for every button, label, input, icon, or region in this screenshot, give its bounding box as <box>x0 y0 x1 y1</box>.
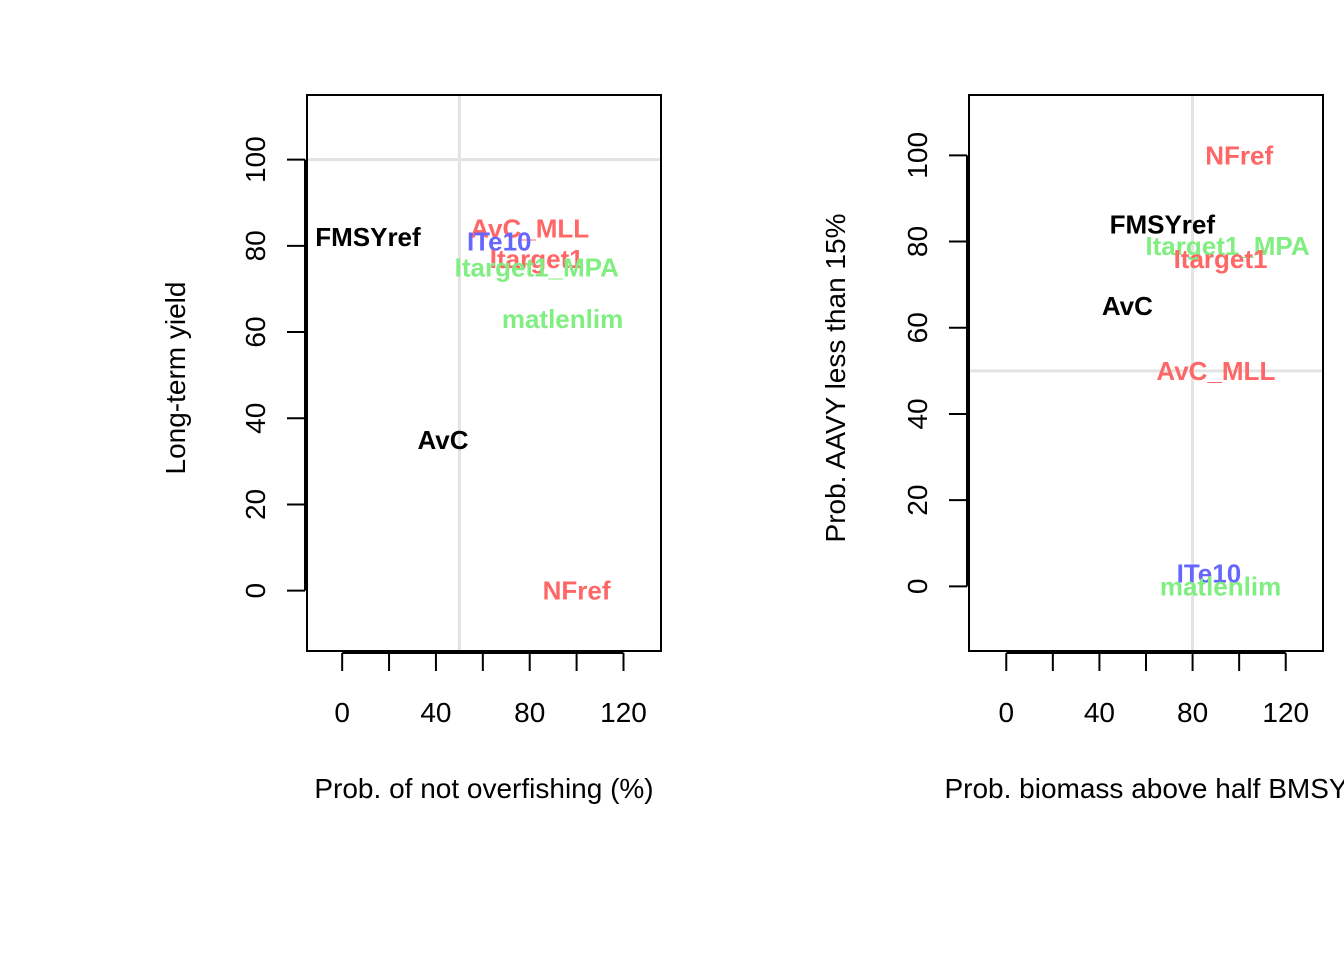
y-tick-label: 80 <box>902 226 933 257</box>
y-tick-label: 60 <box>240 316 271 347</box>
plot-frame <box>306 94 662 652</box>
x-tick-label: 120 <box>1262 697 1309 728</box>
point-label-itarget1: Itarget1 <box>490 244 584 274</box>
point-label-avc: AvC <box>1102 291 1153 321</box>
point-label-ite10: ITe10 <box>1177 558 1242 588</box>
point-label-avc-mll: AvC_MLL <box>470 214 589 244</box>
point-label-itarget1: Itarget1 <box>1174 244 1268 274</box>
x-tick-label: 80 <box>514 697 545 728</box>
panel-yield-vs-overfishing: 0 40 80 120 0 20 40 60 80 100 Prob. of not overfis… <box>160 94 662 804</box>
y-tick-label: 20 <box>240 489 271 520</box>
x-tick-label: 0 <box>334 697 350 728</box>
y-tick-label: 0 <box>240 583 271 599</box>
y-axis-title: Prob. AAVY less than 15% <box>820 214 851 543</box>
point-label-fmsyref: FMSYref <box>315 222 421 252</box>
x-axis-title: Prob. of not overfishing (%) <box>314 773 653 804</box>
y-tick-label: 80 <box>240 230 271 261</box>
point-label-matlenlim: matlenlim <box>502 304 623 334</box>
y-tick-label: 20 <box>902 485 933 516</box>
point-label-nfref: NFref <box>543 576 611 606</box>
x-tick-label: 40 <box>420 697 451 728</box>
y-tick-label: 40 <box>240 403 271 434</box>
plot-frame <box>968 94 1324 652</box>
x-tick-label: 0 <box>998 697 1014 728</box>
point-label-itarget1-mpa: Itarget1_MPA <box>455 252 619 282</box>
point-label-nfref: NFref <box>1205 140 1273 170</box>
x-tick-label: 80 <box>1177 697 1208 728</box>
y-tick-label: 0 <box>902 579 933 595</box>
point-label-fmsyref: FMSYref <box>1110 209 1216 239</box>
x-tick-label: 40 <box>1084 697 1115 728</box>
y-tick-label: 100 <box>240 136 271 183</box>
point-label-ite10: ITe10 <box>467 227 532 257</box>
y-tick-label: 60 <box>902 312 933 343</box>
y-axis-title: Long-term yield <box>160 282 191 475</box>
y-tick-label: 100 <box>902 132 933 179</box>
point-label-matlenlim: matlenlim <box>1160 571 1281 601</box>
panel-aavy-vs-biomass: 0 40 80 120 0 20 40 60 80 100 Prob. biomass above … <box>820 94 1344 804</box>
point-label-avc: AvC <box>417 425 468 455</box>
point-label-itarget1-mpa: Itarget1_MPA <box>1145 231 1309 261</box>
x-tick-label: 120 <box>600 697 647 728</box>
y-tick-label: 40 <box>902 398 933 429</box>
point-label-avc-mll: AvC_MLL <box>1156 356 1275 386</box>
x-axis-title: Prob. biomass above half BMSY <box>944 773 1344 804</box>
